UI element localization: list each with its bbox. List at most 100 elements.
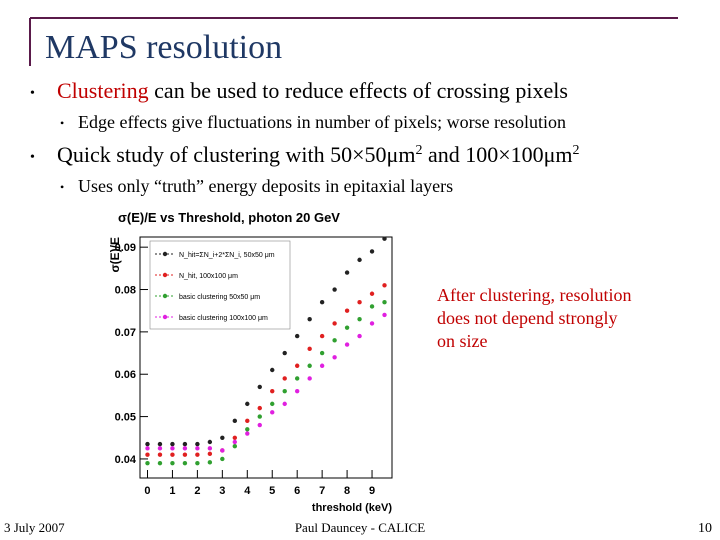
data-point — [245, 427, 250, 432]
x-tick-label: 4 — [244, 485, 251, 497]
data-point — [195, 452, 200, 457]
x-tick-label: 7 — [319, 485, 325, 497]
data-point — [382, 300, 387, 305]
data-point — [257, 405, 262, 411]
data-point — [357, 257, 362, 263]
legend-marker — [162, 293, 168, 299]
data-point — [157, 452, 163, 457]
data-point — [369, 304, 375, 309]
data-point — [145, 446, 150, 451]
legend-label: basic clustering 50x50 μm — [179, 294, 260, 301]
sub-bullet: Uses only “truth” energy deposits in epi… — [78, 176, 453, 196]
chart: σ(E)/E vs Threshold, photon 20 GeV σ(E)/… — [105, 205, 395, 517]
legend-box — [149, 240, 291, 330]
data-point — [369, 291, 375, 296]
legend-label: N_hit=ΣN_i+2*ΣN_i, 50x50 μm — [179, 252, 275, 259]
data-point — [319, 300, 325, 305]
data-point — [344, 270, 350, 275]
data-point — [220, 435, 225, 440]
data-point — [157, 446, 163, 451]
legend-label: N_hit, 100x100 μm — [179, 273, 238, 280]
data-point — [382, 236, 387, 241]
data-point — [344, 342, 350, 347]
legend-marker — [162, 251, 168, 257]
data-point — [232, 439, 238, 445]
data-point — [282, 388, 287, 394]
data-point — [357, 316, 362, 322]
data-point — [145, 460, 150, 466]
annotation-line: After clustering, resolution — [437, 285, 631, 305]
x-tick-label: 6 — [294, 485, 300, 497]
data-point — [307, 316, 312, 322]
data-point — [245, 401, 250, 407]
data-point — [332, 355, 337, 360]
data-point — [282, 376, 287, 381]
data-point — [357, 300, 362, 305]
superscript: 2 — [573, 143, 580, 158]
data-point — [319, 350, 325, 356]
footer-author: Paul Dauncey - CALICE — [295, 520, 425, 535]
data-point — [170, 460, 175, 466]
x-tick-label: 8 — [344, 485, 350, 497]
data-point — [182, 460, 188, 466]
x-tick-label: 0 — [144, 485, 150, 497]
data-point — [207, 451, 213, 457]
x-tick-label: 5 — [269, 485, 275, 497]
data-point — [357, 333, 362, 339]
data-point — [157, 441, 163, 447]
data-point — [170, 452, 175, 457]
data-point — [344, 308, 350, 313]
bullet-marker: • — [60, 116, 64, 130]
data-point — [319, 333, 325, 339]
data-point — [195, 441, 200, 447]
data-point — [232, 444, 238, 449]
data-point — [282, 401, 287, 407]
data-point — [382, 312, 387, 318]
data-point — [270, 367, 275, 373]
data-point — [182, 452, 188, 457]
data-point — [369, 249, 375, 254]
data-point — [270, 388, 275, 394]
annotation-line: on size — [437, 331, 487, 351]
data-point — [332, 321, 337, 326]
data-point — [294, 333, 300, 339]
data-point — [307, 376, 312, 381]
data-point — [207, 439, 213, 445]
data-point — [195, 460, 200, 466]
data-point — [220, 456, 225, 462]
data-point — [282, 350, 287, 356]
slide-title: MAPS resolution — [45, 29, 282, 66]
footer-page: 10 — [698, 521, 712, 536]
footer-date: 3 July 2007 — [4, 520, 65, 535]
y-tick-label: 0.05 — [115, 412, 136, 424]
x-tick-label: 2 — [194, 485, 200, 497]
data-point — [257, 414, 262, 419]
data-point — [207, 460, 213, 465]
data-point — [220, 448, 225, 453]
data-point — [294, 388, 300, 394]
bullet-marker: • — [30, 150, 35, 165]
highlight: Clustering — [57, 78, 149, 103]
bullet-marker: • — [30, 86, 35, 101]
data-point — [294, 376, 300, 381]
data-point — [332, 287, 337, 292]
data-point — [307, 346, 312, 352]
y-tick-label: 0.04 — [115, 454, 137, 466]
y-axis-label: σ(E)/E — [108, 237, 122, 273]
data-point — [170, 446, 175, 451]
data-point — [245, 418, 250, 424]
bullet: Quick study of clustering with 50×50μm2 … — [57, 142, 580, 167]
y-tick-label: 0.07 — [115, 327, 136, 339]
plot-frame — [139, 236, 393, 479]
data-point — [257, 384, 262, 390]
chart-title: σ(E)/E vs Threshold, photon 20 GeV — [118, 210, 340, 225]
y-tick-label: 0.08 — [115, 285, 136, 297]
data-point — [182, 441, 188, 447]
annotation: After clustering, resolution does not de… — [437, 285, 631, 351]
data-point — [232, 418, 238, 424]
bullet-marker: • — [60, 180, 64, 194]
y-tick-label: 0.06 — [115, 369, 136, 381]
data-point — [170, 441, 175, 447]
